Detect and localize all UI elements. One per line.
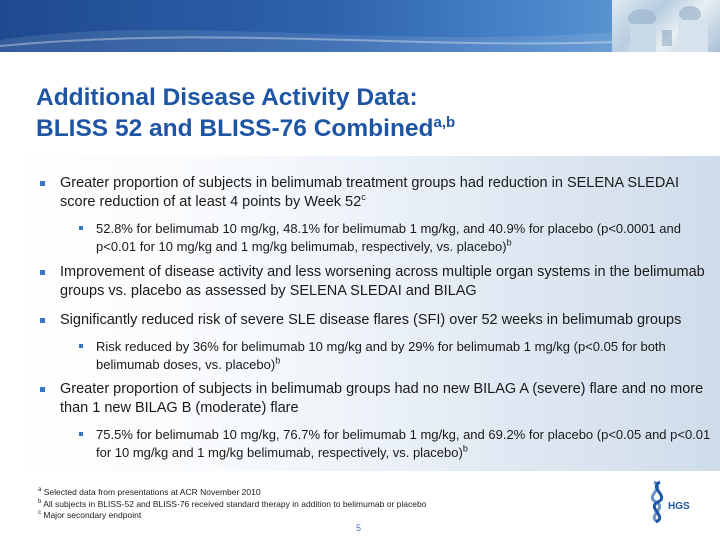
slide-title: Additional Disease Activity Data: BLISS … (36, 82, 455, 144)
bullet-text: Greater proportion of subjects in belimu… (60, 381, 704, 416)
bullet-text: 52.8% for belimumab 10 mg/kg, 48.1% for … (96, 221, 681, 254)
footnote-a: a Selected data from presentations at AC… (38, 487, 426, 499)
footnote-mark: b (38, 498, 42, 505)
footnote-text: All subjects in BLISS-52 and BLISS-76 re… (43, 498, 427, 509)
bullet-text: Significantly reduced risk of severe SLE… (60, 312, 682, 328)
header-banner (0, 0, 720, 52)
footnote-text: Selected data from presentations at ACR … (43, 487, 261, 497)
bullet-text: Risk reduced by 36% for belimumab 10 mg/… (96, 339, 666, 372)
bullet-marker-icon (40, 181, 45, 186)
bullet-item: Improvement of disease activity and less… (40, 263, 710, 301)
bullet-superscript: b (506, 237, 512, 248)
sub-bullet-item: 52.8% for belimumab 10 mg/kg, 48.1% for … (79, 220, 714, 256)
logo-wordmark: HGS (668, 501, 690, 512)
hgs-logo-icon (650, 480, 664, 524)
page-number: 5 (356, 523, 362, 533)
footnote-b: b All subjects in BLISS-52 and BLISS-76 … (38, 499, 426, 511)
footnote-c: c Major secondary endpoint (38, 510, 426, 522)
sub-bullet-item: Risk reduced by 36% for belimumab 10 mg/… (79, 338, 714, 374)
bullet-superscript: b (275, 355, 281, 366)
title-superscript: a,b (433, 113, 456, 131)
sub-bullet-item: 75.5% for belimumab 10 mg/kg, 76.7% for … (79, 426, 714, 462)
bullet-superscript: c (361, 192, 366, 203)
bullet-item: Greater proportion of subjects in belimu… (40, 174, 710, 212)
footnote-mark: c (38, 510, 41, 517)
sub-bullet-marker-icon (79, 432, 83, 436)
sub-bullet-marker-icon (79, 344, 83, 348)
footnote-text: Major secondary endpoint (43, 510, 142, 520)
title-line-1: Additional Disease Activity Data: (36, 84, 418, 111)
footnote-mark: a (38, 487, 42, 494)
bullet-marker-icon (40, 318, 45, 323)
lab-photo-image (612, 0, 720, 52)
title-line-2: BLISS 52 and BLISS-76 Combined (36, 115, 434, 142)
bullet-text: Greater proportion of subjects in belimu… (60, 175, 679, 210)
sub-bullet-marker-icon (79, 226, 83, 230)
bullet-marker-icon (40, 270, 45, 275)
bullet-text: 75.5% for belimumab 10 mg/kg, 76.7% for … (96, 427, 711, 460)
content-panel (12, 156, 720, 471)
bullet-superscript: b (462, 443, 468, 454)
bullet-marker-icon (40, 387, 45, 392)
footnotes: a Selected data from presentations at AC… (38, 487, 426, 522)
bullet-item: Significantly reduced risk of severe SLE… (40, 311, 710, 330)
bullet-text: Improvement of disease activity and less… (60, 264, 705, 299)
bullet-item: Greater proportion of subjects in belimu… (40, 380, 710, 418)
